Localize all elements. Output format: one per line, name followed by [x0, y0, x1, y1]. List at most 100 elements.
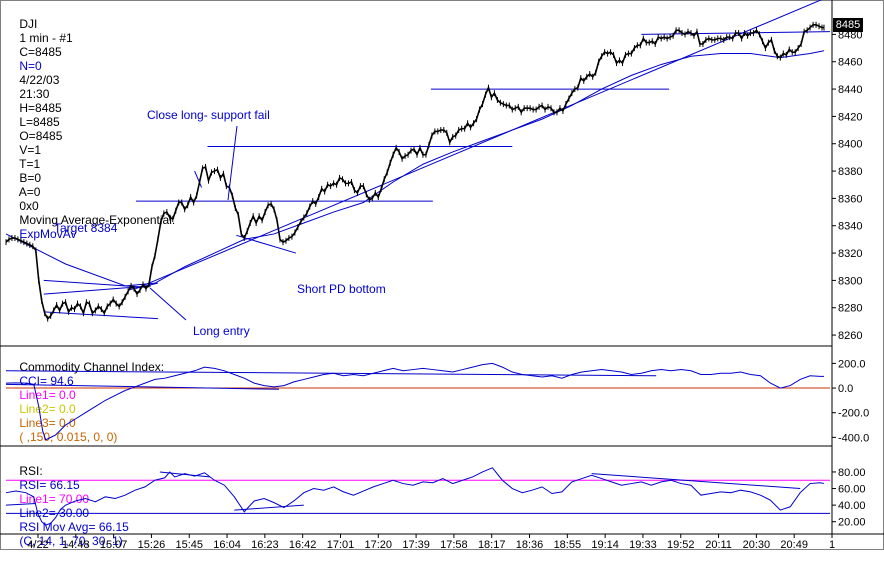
x-tick-label: 18:55 [554, 539, 582, 550]
trendline [236, 234, 297, 254]
y-tick-label: 8440 [838, 84, 862, 96]
x-tick-label: 17:58 [440, 539, 468, 550]
annotation-leader [149, 287, 187, 321]
price-header: DJI 1 min - #1 C=8485 N=0 4/22/03 21:30 … [6, 3, 176, 255]
price-line [5, 24, 824, 320]
trendline [5, 502, 36, 506]
symbol-label: DJI [19, 17, 38, 31]
last-price-box: 8485 [833, 18, 863, 32]
trendline [159, 471, 210, 478]
rsi-movavg: RSI Mov Avg= 66.15 [19, 520, 129, 534]
close-long-annotation: Close long- support fail [147, 108, 270, 122]
y-tick-label: 40.00 [838, 500, 866, 512]
x-tick-label: 16:04 [213, 539, 241, 550]
target-annotation: Target 8384 [54, 221, 118, 235]
x-tick-label: 15:26 [138, 539, 166, 550]
cci-title: Commodity Channel Index: [19, 360, 165, 374]
y-tick-label: 8380 [838, 166, 862, 178]
high-value: 8485 [35, 101, 62, 115]
x-tick-label: 19:52 [667, 539, 695, 550]
close-value: 8485 [35, 45, 62, 59]
y-tick-label: -200.0 [838, 408, 869, 420]
x-tick-label: 19:33 [629, 539, 657, 550]
y-tick-label: 8480 [838, 29, 862, 41]
open-label: O= [19, 129, 36, 143]
low-label: L= [19, 115, 34, 129]
t-label: T= [19, 157, 34, 171]
short-pd-annotation: Short PD bottom [297, 282, 386, 296]
n-value: 0 [35, 59, 42, 73]
x-tick-label: 17:01 [327, 539, 355, 550]
time-label: 21:30 [19, 87, 50, 101]
study-name: Moving Average-Exponential: [19, 213, 176, 227]
x-tick-label: 19:14 [591, 539, 619, 550]
open-value: 8485 [35, 129, 63, 143]
a-value: 0 [33, 185, 41, 199]
x-tick-label: 20:49 [780, 539, 808, 550]
x-tick-label: 20:11 [705, 539, 732, 550]
rsi-line1: Line1= 70.00 [19, 492, 90, 506]
ema-line [5, 50, 825, 287]
x-tick-label: 16:23 [251, 539, 279, 550]
y-tick-label: 8400 [838, 139, 862, 151]
high-label: H= [19, 101, 36, 115]
long-entry-annotation: Long entry [193, 324, 250, 338]
x-tick-label: 15:07 [100, 539, 128, 550]
low-value: 8485 [33, 115, 60, 129]
cci-line [5, 362, 825, 441]
trendline [43, 311, 158, 320]
chart-window: DJI 1 min - #1 C=8485 N=0 4/22/03 21:30 … [0, 0, 884, 550]
window-border [0, 0, 884, 550]
y-tick-label: 200.0 [838, 358, 866, 370]
x-tick-label: 4/22 [27, 539, 48, 550]
cci-line3: Line3= 0.0 [19, 416, 76, 430]
y-tick-label: 8320 [838, 248, 862, 260]
a-label: A= [18, 185, 34, 199]
y-tick-label: 8360 [838, 193, 862, 205]
trendline [234, 504, 304, 511]
cci-line1: Line1= 0.0 [19, 388, 76, 402]
b-value: 0 [34, 171, 42, 185]
cci-params: ( ,150, 0.015, 0, 0) [19, 430, 118, 444]
x-tick-label: 15:45 [175, 539, 203, 550]
x-tick-label: 17:20 [365, 539, 393, 550]
n-label: N= [19, 59, 36, 73]
trendline [43, 279, 146, 288]
close-label: C= [19, 45, 36, 59]
rsi-title: RSI: [19, 464, 43, 478]
volume-value: 1 [34, 143, 42, 157]
x-tick-label: 14:48 [62, 539, 90, 550]
rsi-line [5, 467, 825, 526]
cci-header: Commodity Channel Index: CCI= 94.6 Line1… [6, 346, 164, 458]
cci-line2: Line2= 0.0 [19, 402, 76, 416]
y-tick-label: 8260 [838, 330, 862, 342]
y-tick-label: 0.0 [838, 383, 853, 395]
x-tick-label: 18:17 [478, 539, 506, 550]
t-value: 1 [33, 157, 41, 171]
y-tick-label: 20.00 [838, 517, 866, 529]
rsi-value: RSI= 66.15 [19, 478, 80, 492]
trendline [135, 0, 823, 290]
trendline [591, 473, 801, 490]
chart-svg: 8260 8280 8300 8320 8340 8360 8380 8400 8420 8440… [0, 0, 884, 550]
study-value: ExpMovAv [19, 227, 77, 241]
x-tick-label: 1 [829, 539, 835, 550]
trendline [5, 383, 280, 390]
y-tick-label: 80.00 [838, 467, 866, 479]
x-tick-label: 20:30 [743, 539, 771, 550]
annotation-leader [227, 125, 238, 201]
trendline [194, 170, 203, 188]
interval-label: 1 min - #1 [19, 31, 73, 45]
y-tick-label: 8420 [838, 111, 862, 123]
y-tick-label: 60.00 [838, 484, 866, 496]
volume-label: V= [19, 143, 35, 157]
b-label: B= [19, 171, 35, 185]
y-tick-label: 8300 [838, 275, 862, 287]
oxo-label: 0x0 [19, 199, 39, 213]
x-tick-label: 16:42 [289, 539, 317, 550]
y-tick-label: 8340 [838, 221, 862, 233]
y-tick-label: 8460 [838, 57, 862, 69]
y-tick-label: -400.0 [838, 432, 869, 444]
x-tick-label: 18:36 [516, 539, 544, 550]
y-tick-label: 8280 [838, 303, 862, 315]
